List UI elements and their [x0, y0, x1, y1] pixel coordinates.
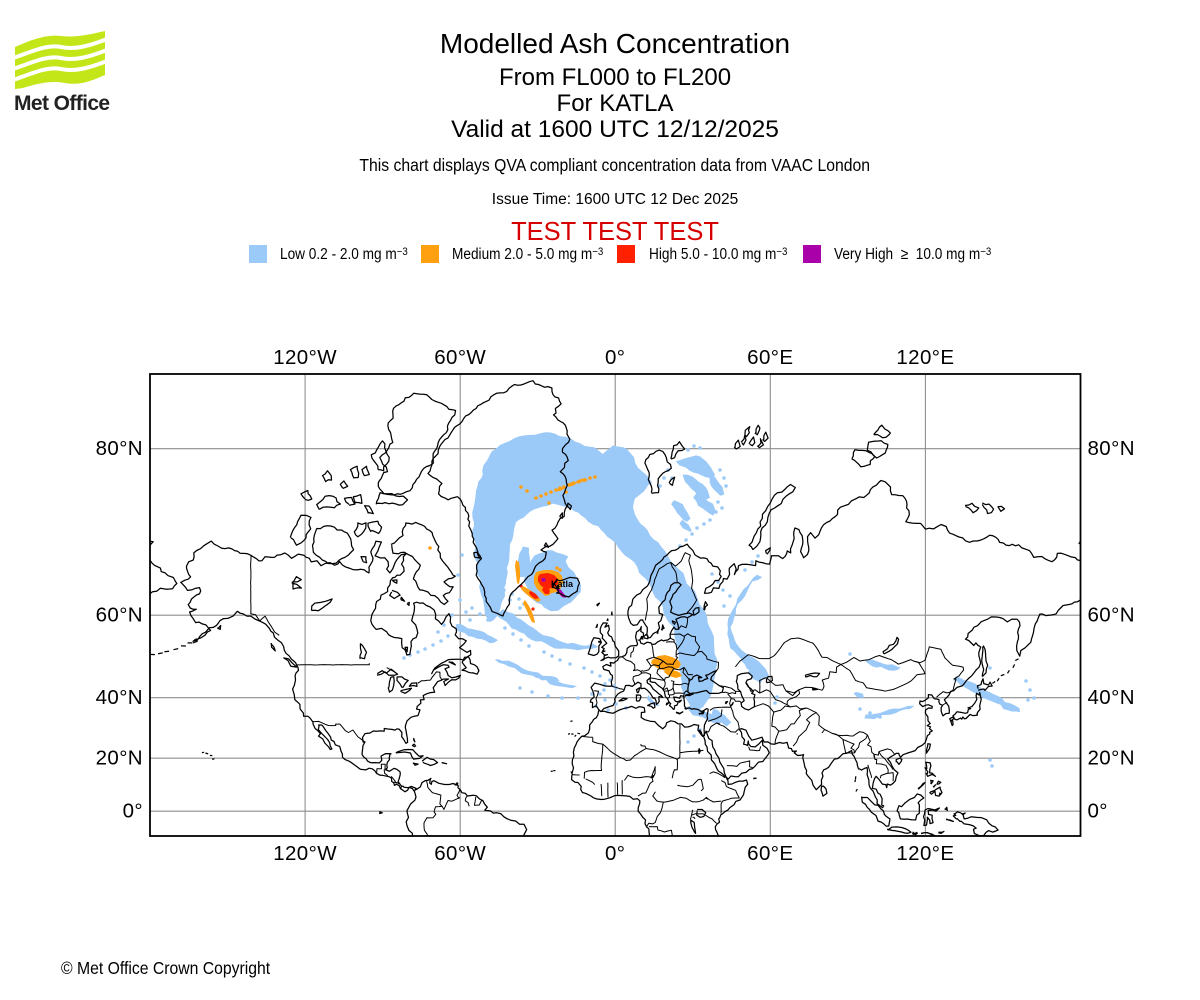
- svg-text:0°: 0°: [1088, 800, 1108, 823]
- svg-text:Met Office: Met Office: [15, 92, 110, 115]
- svg-text:60°W: 60°W: [434, 346, 486, 369]
- svg-text:120°W: 120°W: [273, 346, 337, 369]
- svg-text:0°: 0°: [605, 346, 625, 369]
- svg-text:20°N: 20°N: [96, 747, 143, 770]
- svg-text:0°: 0°: [123, 800, 143, 823]
- svg-text:60°E: 60°E: [747, 842, 793, 865]
- svg-text:120°E: 120°E: [896, 346, 954, 369]
- svg-text:80°N: 80°N: [1088, 437, 1135, 460]
- svg-text:20°N: 20°N: [1088, 747, 1135, 770]
- svg-text:80°N: 80°N: [96, 437, 143, 460]
- svg-text:60°N: 60°N: [1088, 604, 1135, 627]
- svg-text:Katla: Katla: [551, 579, 574, 589]
- svg-text:120°W: 120°W: [273, 842, 337, 865]
- svg-text:0°: 0°: [605, 842, 625, 865]
- svg-text:60°N: 60°N: [96, 604, 143, 627]
- svg-text:60°E: 60°E: [747, 346, 793, 369]
- svg-text:60°W: 60°W: [434, 842, 486, 865]
- svg-text:40°N: 40°N: [96, 686, 143, 709]
- svg-text:40°N: 40°N: [1088, 686, 1135, 709]
- svg-text:120°E: 120°E: [896, 842, 954, 865]
